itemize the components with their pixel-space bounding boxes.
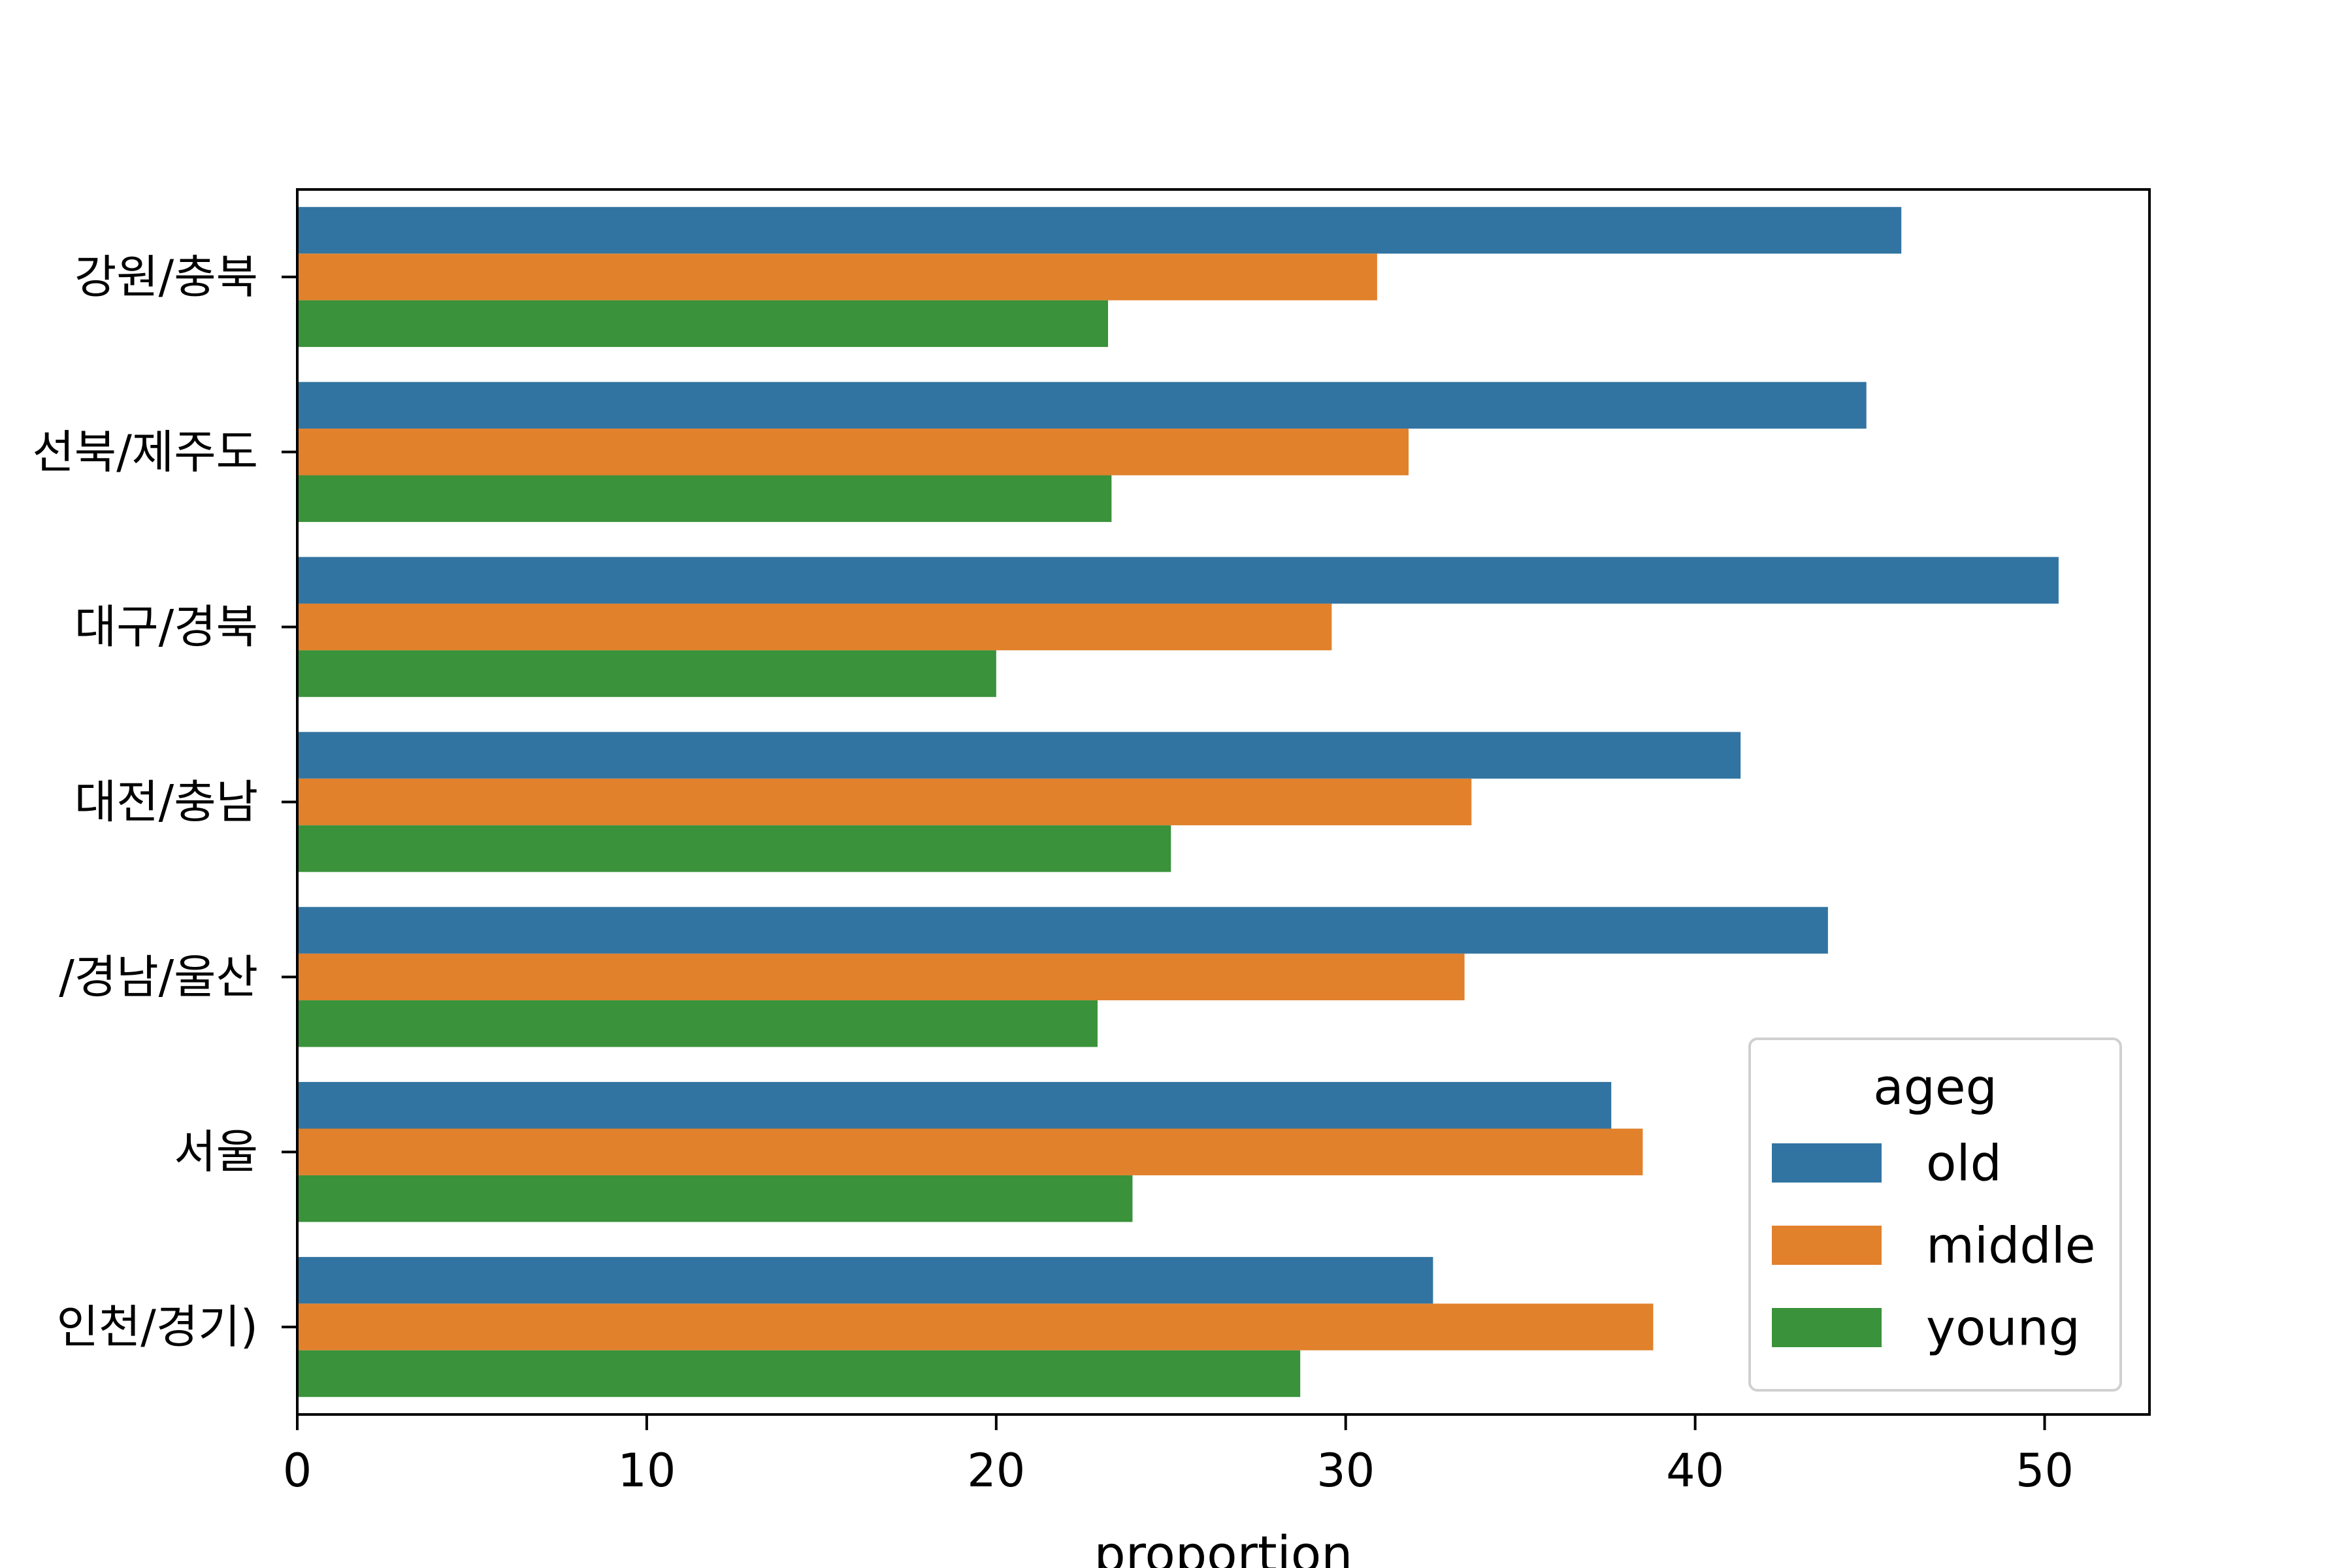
plot-frame (296, 188, 2151, 1416)
bar-old-5 (297, 1082, 1612, 1129)
bar-middle-0 (297, 253, 1377, 301)
bar-young-1 (297, 475, 1112, 522)
y-tick-label: /경남/울산 (59, 950, 258, 1004)
bar-young-4 (297, 1000, 1098, 1047)
y-tick-label: 강원/충북 (74, 250, 258, 304)
bar-young-0 (297, 300, 1108, 348)
bar-middle-3 (297, 778, 1472, 826)
x-axis: 0 10 20 30 40 50 (283, 1414, 2074, 1497)
bar-young-2 (297, 650, 996, 697)
x-tick-label: 20 (967, 1444, 1025, 1497)
bar-middle-5 (297, 1128, 1643, 1175)
legend-label-young: young (1926, 1299, 2080, 1357)
bar-middle-4 (297, 953, 1465, 1001)
x-tick-label: 40 (1666, 1444, 1724, 1497)
y-tick-label: 대구/경북 (74, 600, 258, 654)
legend-label-middle: middle (1926, 1217, 2096, 1275)
bar-old-1 (297, 382, 1867, 429)
y-tick-label: 선북/제주도 (32, 425, 258, 479)
x-tick-label: 0 (283, 1444, 312, 1497)
x-axis-label: proportion (1094, 1525, 1353, 1568)
legend-swatch-middle (1772, 1226, 1882, 1265)
x-tick-label: 10 (617, 1444, 676, 1497)
bar-young-5 (297, 1175, 1133, 1222)
y-tick-label: 인천/경기) (57, 1300, 259, 1354)
x-tick-label: 30 (1316, 1444, 1375, 1497)
legend-label-old: old (1926, 1134, 2002, 1192)
legend-swatch-old (1772, 1143, 1882, 1183)
bar-young-6 (297, 1350, 1301, 1397)
x-tick-label: 50 (2016, 1444, 2074, 1497)
bar-old-0 (297, 206, 1902, 254)
legend: ageg old middle young (1748, 1037, 2122, 1392)
y-tick-label: 서울 (174, 1125, 258, 1179)
bar-old-3 (297, 732, 1741, 779)
bar-old-6 (297, 1256, 1433, 1304)
bars-layer (297, 206, 2059, 1397)
bar-middle-6 (297, 1303, 1654, 1350)
y-tick-label: 대전/충남 (74, 776, 258, 829)
bar-middle-2 (297, 603, 1332, 651)
legend-title: ageg (1873, 1058, 1997, 1116)
bar-old-4 (297, 907, 1828, 954)
bar-young-3 (297, 825, 1171, 872)
legend-swatch-young (1772, 1308, 1882, 1347)
bar-middle-1 (297, 429, 1409, 476)
bar-old-2 (297, 557, 2059, 604)
legend-box (1748, 1037, 2122, 1392)
